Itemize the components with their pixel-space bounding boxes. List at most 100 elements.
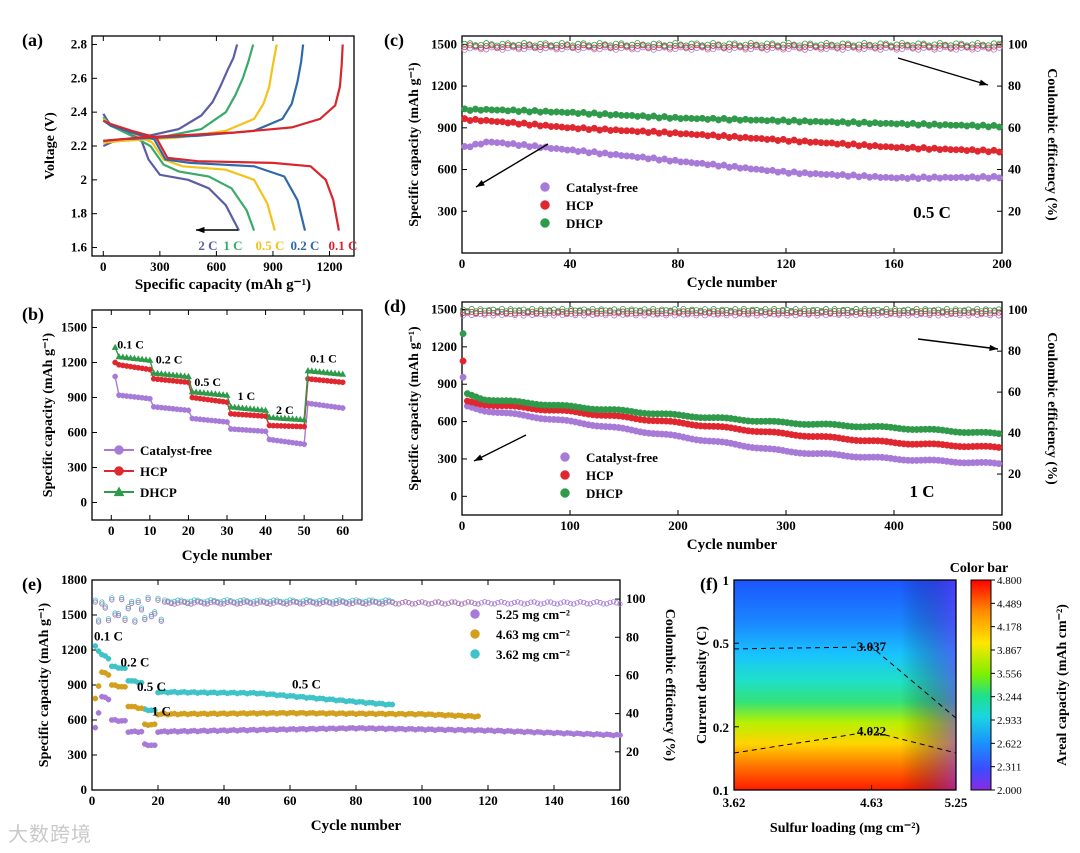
axis-arrow <box>917 338 999 350</box>
ce-point <box>201 601 207 607</box>
ce-point <box>568 310 575 317</box>
capacity-point <box>995 443 1003 451</box>
ce-point <box>792 309 799 316</box>
ce-point <box>810 306 817 313</box>
ce-point <box>138 605 145 611</box>
ce-point <box>507 310 514 317</box>
ce-point <box>508 601 514 607</box>
data-point <box>335 370 343 377</box>
ce-point <box>171 601 178 607</box>
data-point <box>296 415 304 422</box>
y-tick-label: 1500 <box>431 301 457 316</box>
ce-point <box>359 600 366 606</box>
ce-point <box>109 597 115 603</box>
ce-point <box>723 307 730 314</box>
rate-label: 0.1 C <box>329 238 358 253</box>
x-tick-label: 40 <box>564 256 577 271</box>
data-point <box>301 441 307 448</box>
ce-point <box>518 600 524 606</box>
y-tick-label: 0 <box>81 782 88 797</box>
data-point <box>273 414 281 421</box>
contour-line <box>733 730 957 754</box>
x-tick-label: 200 <box>668 518 688 533</box>
x-axis-label: Sulfur loading (mg cm⁻²) <box>770 821 921 836</box>
ce-point <box>814 306 821 313</box>
rate-label: 2 C <box>198 238 217 253</box>
ce-point <box>125 606 131 612</box>
ce-point <box>554 601 560 607</box>
data-point <box>250 405 258 412</box>
ce-point <box>498 599 504 605</box>
y-tick-label: 1200 <box>61 642 87 657</box>
panel-label: (c) <box>384 30 404 51</box>
ce-point <box>191 600 197 606</box>
panel-f: 3.62 4.63 5.25 0.1 0.2 0.5 1 Sulfur loading (mg… <box>695 561 1070 836</box>
data-point <box>177 372 185 379</box>
data-point <box>208 389 216 397</box>
ce-point <box>145 594 151 600</box>
charge-curve <box>103 44 344 142</box>
ce-point <box>148 614 154 620</box>
ce-point <box>208 599 214 606</box>
capacity-point <box>122 717 128 724</box>
ce-point <box>779 306 786 313</box>
colorbar-tick-label: 3.244 <box>997 692 1022 704</box>
data-point <box>339 379 346 386</box>
y2-tick-label: 80 <box>626 629 639 644</box>
x-tick-label: 50 <box>298 523 311 538</box>
ce-point <box>996 44 1003 51</box>
data-point <box>154 369 162 376</box>
ce-point <box>152 611 158 617</box>
ce-point <box>899 45 906 52</box>
x-tick-label: 60 <box>336 523 349 538</box>
panel-a-curves: 2 C 1 C 0.5 C 0.2 C 0.1 C <box>102 44 358 253</box>
ce-point <box>893 41 900 48</box>
ce-point <box>604 601 610 607</box>
y-tick-label: 1 <box>723 573 730 588</box>
ce-point <box>764 46 771 53</box>
ce-point <box>221 601 227 607</box>
ce-point <box>584 601 590 607</box>
ce-point <box>529 308 536 315</box>
ce-point <box>241 599 247 605</box>
y2-tick-label: 100 <box>1008 302 1028 317</box>
ce-point <box>542 40 549 47</box>
capacity-point <box>389 701 396 708</box>
ce-point <box>823 46 830 53</box>
ce-point <box>598 306 605 313</box>
ce-point <box>575 46 582 53</box>
ce-point <box>575 44 582 51</box>
ce-point <box>656 40 663 47</box>
ce-point <box>531 599 537 605</box>
ce-point <box>280 600 286 607</box>
capacity-point <box>138 728 145 735</box>
ce-point <box>610 599 617 605</box>
data-point <box>219 391 227 398</box>
x-tick-label: 30 <box>221 523 234 538</box>
panel-f-frame <box>733 579 957 791</box>
ce-point <box>499 44 506 51</box>
ce-point <box>574 600 580 606</box>
ce-point <box>412 601 418 607</box>
ce-point <box>195 599 201 605</box>
ce-point <box>546 307 553 314</box>
ce-point <box>710 46 717 53</box>
ce-point <box>392 601 399 607</box>
y-tick-label: 2 <box>81 172 88 187</box>
rate-label: 0.5 C <box>913 203 951 222</box>
y-tick-label: 900 <box>438 120 458 135</box>
data-point <box>323 368 331 376</box>
ce-point <box>874 306 881 313</box>
ce-point <box>710 40 717 47</box>
y-tick-label: 900 <box>68 677 88 692</box>
ce-point <box>135 599 141 606</box>
ce-point <box>112 610 118 616</box>
axis-arrow-head <box>989 344 998 352</box>
data-point <box>111 343 119 350</box>
contour-line <box>733 646 957 719</box>
ce-point <box>650 40 657 47</box>
x-tick-label: 5.25 <box>945 795 968 810</box>
panel-label: (f) <box>700 574 718 595</box>
ce-point <box>747 46 754 53</box>
ce-point <box>376 600 382 607</box>
